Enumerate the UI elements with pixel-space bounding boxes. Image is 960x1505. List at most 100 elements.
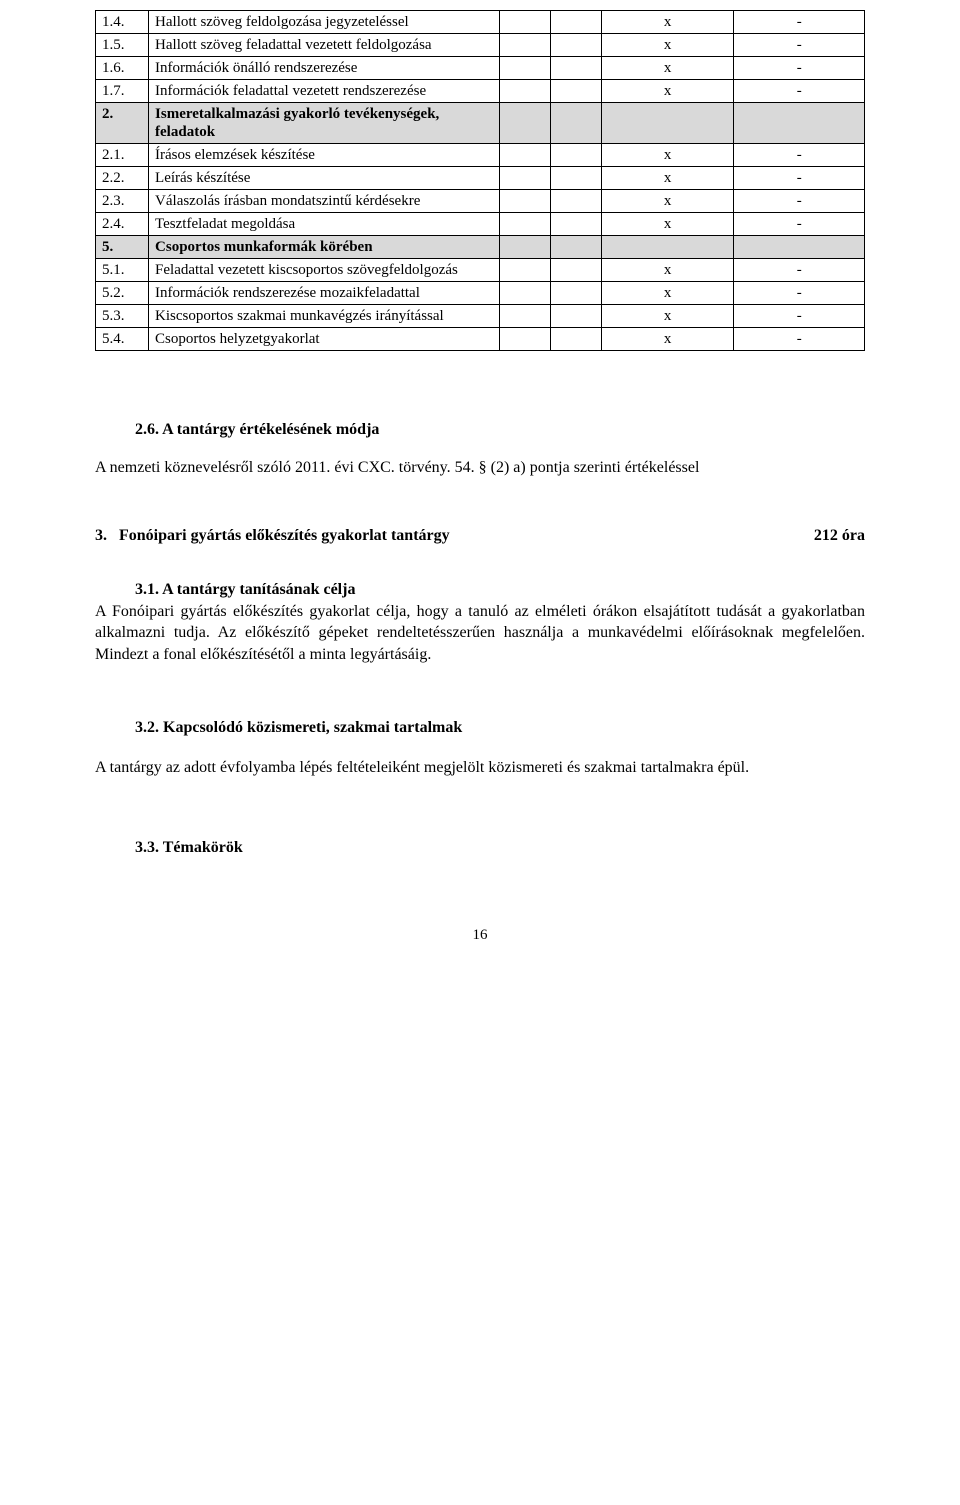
section-2-6-heading: 2.6. A tantárgy értékelésének módja [135,421,865,439]
table-row: 1.5.Hallott szöveg feladattal vezetett f… [96,34,865,57]
table-cell: x [601,57,734,80]
table-cell: Leírás készítése [149,167,500,190]
table-cell [499,213,550,236]
table-row: 2.Ismeretalkalmazási gyakorló tevékenysé… [96,103,865,144]
table-cell: x [601,80,734,103]
table-cell [550,80,601,103]
table-cell: x [601,328,734,351]
table-cell: x [601,144,734,167]
page-number: 16 [95,927,865,944]
table-row: 2.1.Írásos elemzések készítésex- [96,144,865,167]
table-cell [550,57,601,80]
table-cell [550,282,601,305]
table-cell: 2. [96,103,149,144]
activity-table: 1.4.Hallott szöveg feldolgozása jegyzete… [95,10,865,351]
table-cell [499,11,550,34]
table-cell: x [601,305,734,328]
table-row: 5.2.Információk rendszerezése mozaikfela… [96,282,865,305]
table-cell: 2.3. [96,190,149,213]
table-cell [550,190,601,213]
table-cell: - [734,259,865,282]
table-cell [601,103,734,144]
table-row: 5.3.Kiscsoportos szakmai munkavégzés irá… [96,305,865,328]
table-row: 2.3.Válaszolás írásban mondatszintű kérd… [96,190,865,213]
table-row: 2.4.Tesztfeladat megoldása x- [96,213,865,236]
table-row: 2.2.Leírás készítése x- [96,167,865,190]
table-cell [499,80,550,103]
table-cell: Kiscsoportos szakmai munkavégzés irányít… [149,305,500,328]
section-3-3-heading: 3.3. Témakörök [135,839,865,857]
table-cell: x [601,190,734,213]
table-cell [734,103,865,144]
table-cell: - [734,167,865,190]
table-cell: - [734,328,865,351]
table-cell [601,236,734,259]
subject-3-title-row: 3. Fonóipari gyártás előkészítés gyakorl… [95,527,865,545]
table-cell: Információk feladattal vezetett rendszer… [149,80,500,103]
table-cell [499,34,550,57]
table-cell: Tesztfeladat megoldása [149,213,500,236]
table-cell: x [601,11,734,34]
section-3-2-text: A tantárgy az adott évfolyamba lépés fel… [95,757,865,779]
table-cell: Válaszolás írásban mondatszintű kérdések… [149,190,500,213]
table-cell: - [734,305,865,328]
table-cell: Csoportos munkaformák körében [149,236,500,259]
table-row: 5.1.Feladattal vezetett kiscsoportos szö… [96,259,865,282]
table-cell: - [734,11,865,34]
table-cell: Hallott szöveg feldolgozása jegyzeteléss… [149,11,500,34]
table-cell: Írásos elemzések készítése [149,144,500,167]
table-cell: Csoportos helyzetgyakorlat [149,328,500,351]
table-cell [550,34,601,57]
table-cell: x [601,34,734,57]
table-cell: 2.2. [96,167,149,190]
table-cell: Ismeretalkalmazási gyakorló tevékenysége… [149,103,500,144]
table-row: 5.Csoportos munkaformák körében [96,236,865,259]
table-row: 1.6.Információk önálló rendszerezése x- [96,57,865,80]
table-cell: x [601,167,734,190]
table-cell [550,213,601,236]
document-page: 1.4.Hallott szöveg feldolgozása jegyzete… [0,0,960,984]
table-cell [550,144,601,167]
table-cell [550,11,601,34]
table-cell: x [601,282,734,305]
table-cell: 1.6. [96,57,149,80]
table-cell: - [734,34,865,57]
table-cell: 1.4. [96,11,149,34]
table-cell: 5.1. [96,259,149,282]
table-cell [550,259,601,282]
table-cell: - [734,80,865,103]
table-cell [499,190,550,213]
table-cell: - [734,57,865,80]
table-cell: 1.7. [96,80,149,103]
table-cell [734,236,865,259]
table-cell: 5.3. [96,305,149,328]
table-cell: x [601,213,734,236]
table-cell: 2.4. [96,213,149,236]
table-cell: 1.5. [96,34,149,57]
section-3-1-heading: 3.1. A tantárgy tanításának célja [135,581,865,599]
table-cell [499,236,550,259]
section-3-2-heading: 3.2. Kapcsolódó közismereti, szakmai tar… [135,719,865,737]
table-cell [499,305,550,328]
table-cell: - [734,144,865,167]
section-2-6-text: A nemzeti köznevelésről szóló 2011. évi … [95,457,865,479]
table-cell [550,236,601,259]
table-row: 1.4.Hallott szöveg feldolgozása jegyzete… [96,11,865,34]
subject-3-hours: 212 óra [814,527,865,545]
table-cell: 5. [96,236,149,259]
table-cell [499,259,550,282]
table-cell [550,305,601,328]
table-cell: Hallott szöveg feladattal vezetett feldo… [149,34,500,57]
table-cell: 5.4. [96,328,149,351]
section-3-1-text: A Fonóipari gyártás előkészítés gyakorla… [95,601,865,666]
table-cell: Információk önálló rendszerezése [149,57,500,80]
table-cell [550,167,601,190]
table-cell: 5.2. [96,282,149,305]
table-cell: - [734,213,865,236]
table-cell [499,167,550,190]
table-cell [499,103,550,144]
table-row: 5.4.Csoportos helyzetgyakorlat x- [96,328,865,351]
subject-3-title: Fonóipari gyártás előkészítés gyakorlat … [119,527,450,544]
table-cell [499,57,550,80]
table-cell: Feladattal vezetett kiscsoportos szövegf… [149,259,500,282]
